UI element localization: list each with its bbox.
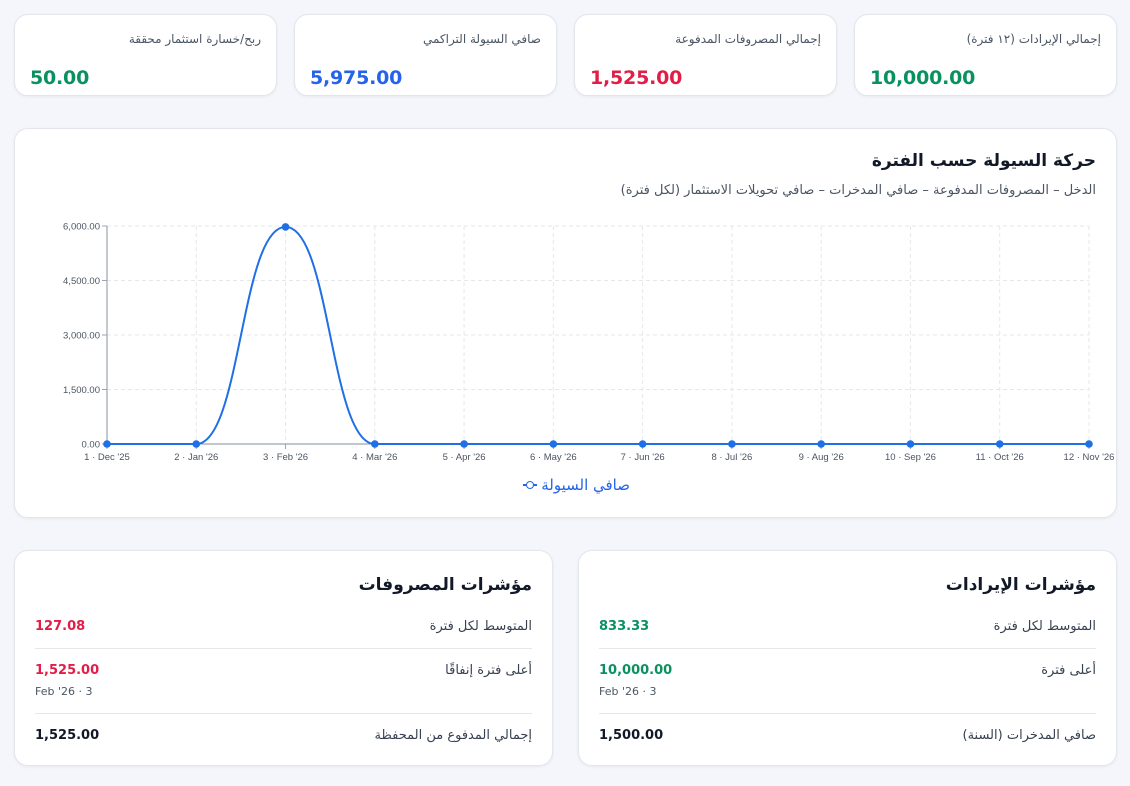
svg-text:1,500.00: 1,500.00: [63, 385, 100, 396]
metric-value: 1,525.00: [35, 728, 100, 743]
metric-period: Feb '26 · 3: [599, 685, 657, 698]
svg-text:3 · Feb '26: 3 · Feb '26: [263, 452, 308, 463]
revenues-metrics-card: مؤشرات الإيرادات المتوسط لكل فترة 833.33…: [578, 550, 1117, 766]
kpi-label: صافي السيولة التراكمي: [422, 32, 541, 46]
kpi-value: 10,000.00: [870, 67, 976, 89]
metric-value: 10,000.00: [599, 663, 673, 678]
data-point[interactable]: [192, 440, 201, 448]
svg-text:11 · Oct '26: 11 · Oct '26: [976, 452, 1024, 463]
metric-label: المتوسط لكل فترة: [993, 619, 1096, 634]
metric-value: 1,500.00: [599, 728, 664, 743]
svg-text:5 · Apr '26: 5 · Apr '26: [443, 452, 486, 463]
svg-text:2 · Jan '26: 2 · Jan '26: [174, 452, 218, 463]
data-point[interactable]: [460, 440, 468, 448]
svg-text:7 · Jun '26: 7 · Jun '26: [621, 452, 665, 463]
chart-title: حركة السيولة حسب الفترة: [871, 151, 1096, 171]
data-point[interactable]: [549, 440, 558, 448]
kpi-label: إجمالي الإيرادات (١٢ فترة): [966, 32, 1101, 46]
metric-label: أعلى فترة إنفاقًا: [445, 663, 532, 678]
svg-text:8 · Jul '26: 8 · Jul '26: [711, 452, 752, 463]
svg-text:6,000.00: 6,000.00: [63, 222, 100, 233]
line-marker-icon: [523, 480, 538, 490]
svg-text:9 · Aug '26: 9 · Aug '26: [799, 452, 844, 463]
data-point[interactable]: [281, 223, 290, 231]
data-point[interactable]: [103, 440, 111, 448]
svg-text:1 · Dec '25: 1 · Dec '25: [84, 452, 130, 463]
metric-label: المتوسط لكل فترة: [429, 619, 532, 634]
data-point[interactable]: [728, 440, 736, 448]
kpi-total-revenues: إجمالي الإيرادات (١٢ فترة) 10,000.00: [854, 14, 1117, 96]
kpi-total-paid-expenses: إجمالي المصروفات المدفوعة 1,525.00: [574, 14, 837, 96]
metric-value: 833.33: [599, 619, 650, 634]
divider: [35, 713, 532, 714]
svg-text:10 · Sep '26: 10 · Sep '26: [885, 452, 936, 463]
metric-label: أعلى فترة: [1041, 663, 1096, 678]
metric-value: 1,525.00: [35, 663, 100, 678]
svg-text:4 · Mar '26: 4 · Mar '26: [352, 452, 397, 463]
chart-subtitle: الدخل – المصروفات المدفوعة – صافي المدخر…: [620, 183, 1096, 198]
data-point[interactable]: [995, 440, 1004, 448]
data-point[interactable]: [906, 440, 915, 448]
line-chart[interactable]: 0.00 1,500.00 3,000.00 4,500.00 6,000.00 1 · …: [15, 129, 1118, 519]
kpi-realized-investment-pl: ربح/خسارة استثمار محققة 50.00: [14, 14, 277, 96]
svg-text:4,500.00: 4,500.00: [63, 276, 100, 287]
metric-period: Feb '26 · 3: [35, 685, 93, 698]
chart-legend-item[interactable]: صافي السيولة: [500, 476, 630, 494]
kpi-cumulative-net-liquidity: صافي السيولة التراكمي 5,975.00: [294, 14, 557, 96]
kpi-value: 50.00: [30, 67, 90, 89]
metric-label: إجمالي المدفوع من المحفظة: [374, 728, 532, 743]
card-title: مؤشرات الإيرادات: [945, 575, 1096, 595]
svg-text:0.00: 0.00: [82, 440, 101, 451]
liquidity-chart-card: حركة السيولة حسب الفترة الدخل – المصروفا…: [14, 128, 1117, 518]
legend-label: صافي السيولة: [541, 476, 630, 494]
kpi-value: 5,975.00: [310, 67, 403, 89]
data-point[interactable]: [638, 440, 647, 448]
svg-text:12 · Nov '26: 12 · Nov '26: [1064, 452, 1115, 463]
metric-value: 127.08: [35, 619, 86, 634]
divider: [599, 713, 1096, 714]
divider: [35, 648, 532, 649]
svg-text:6 · May '26: 6 · May '26: [530, 452, 577, 463]
svg-text:3,000.00: 3,000.00: [63, 331, 100, 342]
data-point[interactable]: [817, 440, 825, 448]
divider: [599, 648, 1096, 649]
expenses-metrics-card: مؤشرات المصروفات المتوسط لكل فترة 127.08…: [14, 550, 553, 766]
kpi-value: 1,525.00: [590, 67, 683, 89]
data-point[interactable]: [1085, 440, 1093, 448]
kpi-label: إجمالي المصروفات المدفوعة: [675, 32, 821, 46]
metric-label: صافي المدخرات (السنة): [962, 728, 1097, 743]
data-point[interactable]: [371, 440, 379, 448]
kpi-label: ربح/خسارة استثمار محققة: [128, 32, 261, 46]
card-title: مؤشرات المصروفات: [358, 575, 532, 595]
